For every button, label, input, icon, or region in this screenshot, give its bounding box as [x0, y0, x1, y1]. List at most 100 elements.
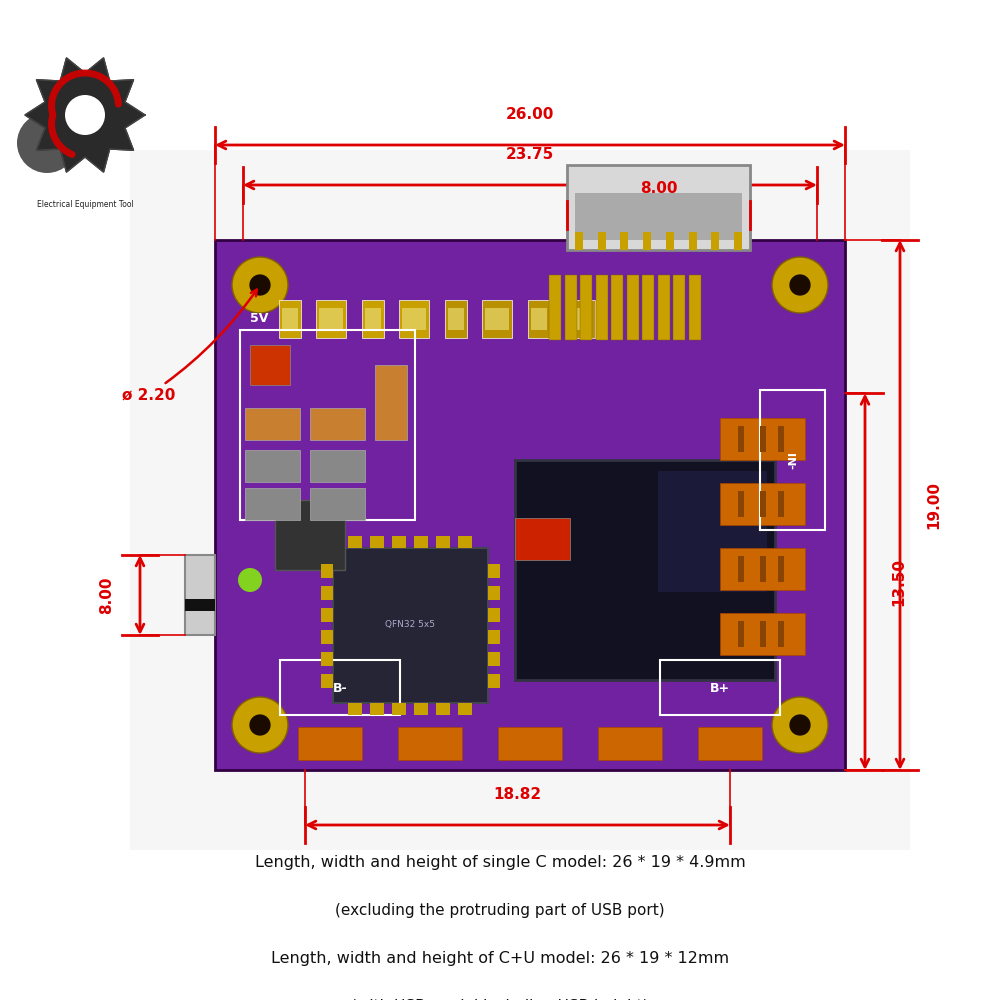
Bar	[738, 491, 744, 517]
Text: -NI: -NI	[788, 451, 798, 469]
Bar	[760, 426, 766, 452]
Bar	[445, 300, 467, 338]
Bar	[320, 630, 332, 644]
Bar	[582, 456, 618, 489]
Bar	[310, 450, 365, 482]
Bar	[778, 621, 784, 647]
Bar	[658, 275, 670, 340]
Text: (excluding the protruding part of USB port): (excluding the protruding part of USB po…	[335, 903, 665, 918]
Bar	[280, 660, 400, 715]
Bar	[531, 308, 547, 330]
Bar	[250, 345, 290, 385]
Bar	[689, 232, 697, 250]
Bar	[332, 548, 488, 702]
Bar	[556, 427, 589, 463]
Bar	[448, 308, 464, 330]
Text: (with USB model including USB height): (with USB model including USB height)	[351, 999, 649, 1000]
Text: B+: B+	[710, 682, 730, 694]
Bar	[185, 599, 215, 611]
Bar	[402, 308, 426, 330]
Bar	[319, 308, 343, 330]
Bar	[445, 500, 475, 520]
Text: 5V: 5V	[250, 312, 268, 325]
Bar	[580, 275, 592, 340]
Bar	[488, 564, 500, 578]
Bar	[595, 500, 625, 520]
Bar	[481, 427, 514, 463]
Bar	[738, 621, 744, 647]
Bar	[711, 232, 719, 250]
Bar	[348, 536, 362, 548]
Circle shape	[789, 714, 811, 736]
Bar	[488, 607, 500, 621]
Bar	[720, 418, 805, 460]
Bar	[598, 727, 662, 760]
Text: B-: B-	[333, 682, 347, 694]
Bar	[320, 652, 332, 666]
Bar	[316, 300, 346, 338]
Bar	[458, 702, 472, 714]
Bar	[298, 727, 362, 760]
Circle shape	[232, 257, 288, 313]
Text: 19.00: 19.00	[926, 481, 941, 529]
Bar	[673, 275, 685, 340]
Text: Length, width and height of C+U model: 26 * 19 * 12mm: Length, width and height of C+U model: 2…	[271, 951, 729, 966]
Bar	[362, 300, 384, 338]
Bar	[598, 232, 606, 250]
Bar	[310, 408, 365, 440]
Text: 23.75: 23.75	[506, 147, 554, 162]
Bar	[642, 275, 654, 340]
Bar	[689, 275, 701, 340]
Bar	[375, 365, 407, 440]
Bar	[565, 300, 595, 338]
Bar	[275, 500, 345, 570]
Bar	[575, 193, 742, 240]
Bar	[482, 300, 512, 338]
Bar	[452, 456, 488, 489]
Circle shape	[772, 697, 828, 753]
Bar	[596, 275, 608, 340]
Bar	[436, 536, 450, 548]
Bar	[565, 275, 577, 340]
Bar	[760, 556, 766, 582]
Bar	[760, 491, 766, 517]
Bar	[488, 586, 500, 600]
Bar	[568, 308, 592, 330]
Bar	[658, 471, 767, 592]
Bar	[392, 536, 406, 548]
Bar	[414, 702, 428, 714]
Bar	[215, 240, 845, 770]
Bar	[245, 488, 300, 520]
Bar	[320, 674, 332, 688]
Bar	[515, 460, 775, 680]
Bar	[567, 165, 750, 250]
Bar	[666, 232, 674, 250]
Circle shape	[772, 257, 828, 313]
Bar	[348, 702, 362, 714]
Bar	[240, 330, 415, 520]
Bar	[370, 702, 384, 714]
Bar	[620, 232, 628, 250]
Bar	[698, 727, 762, 760]
Bar	[320, 564, 332, 578]
Bar	[436, 702, 450, 714]
Text: 18.82: 18.82	[493, 787, 542, 802]
Bar	[398, 727, 462, 760]
Bar	[370, 536, 384, 548]
Bar	[365, 308, 381, 330]
Text: 8.00: 8.00	[99, 576, 114, 614]
Bar	[392, 702, 406, 714]
Bar	[611, 275, 623, 340]
Bar	[738, 426, 744, 452]
Bar	[720, 548, 805, 590]
Bar	[778, 426, 784, 452]
Circle shape	[232, 697, 288, 753]
Circle shape	[238, 568, 262, 592]
Bar	[488, 652, 500, 666]
Bar	[627, 275, 639, 340]
Bar	[556, 557, 589, 593]
Bar	[760, 621, 766, 647]
Text: QFN32 5x5: QFN32 5x5	[385, 620, 435, 630]
Bar	[130, 150, 910, 850]
Bar	[525, 420, 545, 450]
